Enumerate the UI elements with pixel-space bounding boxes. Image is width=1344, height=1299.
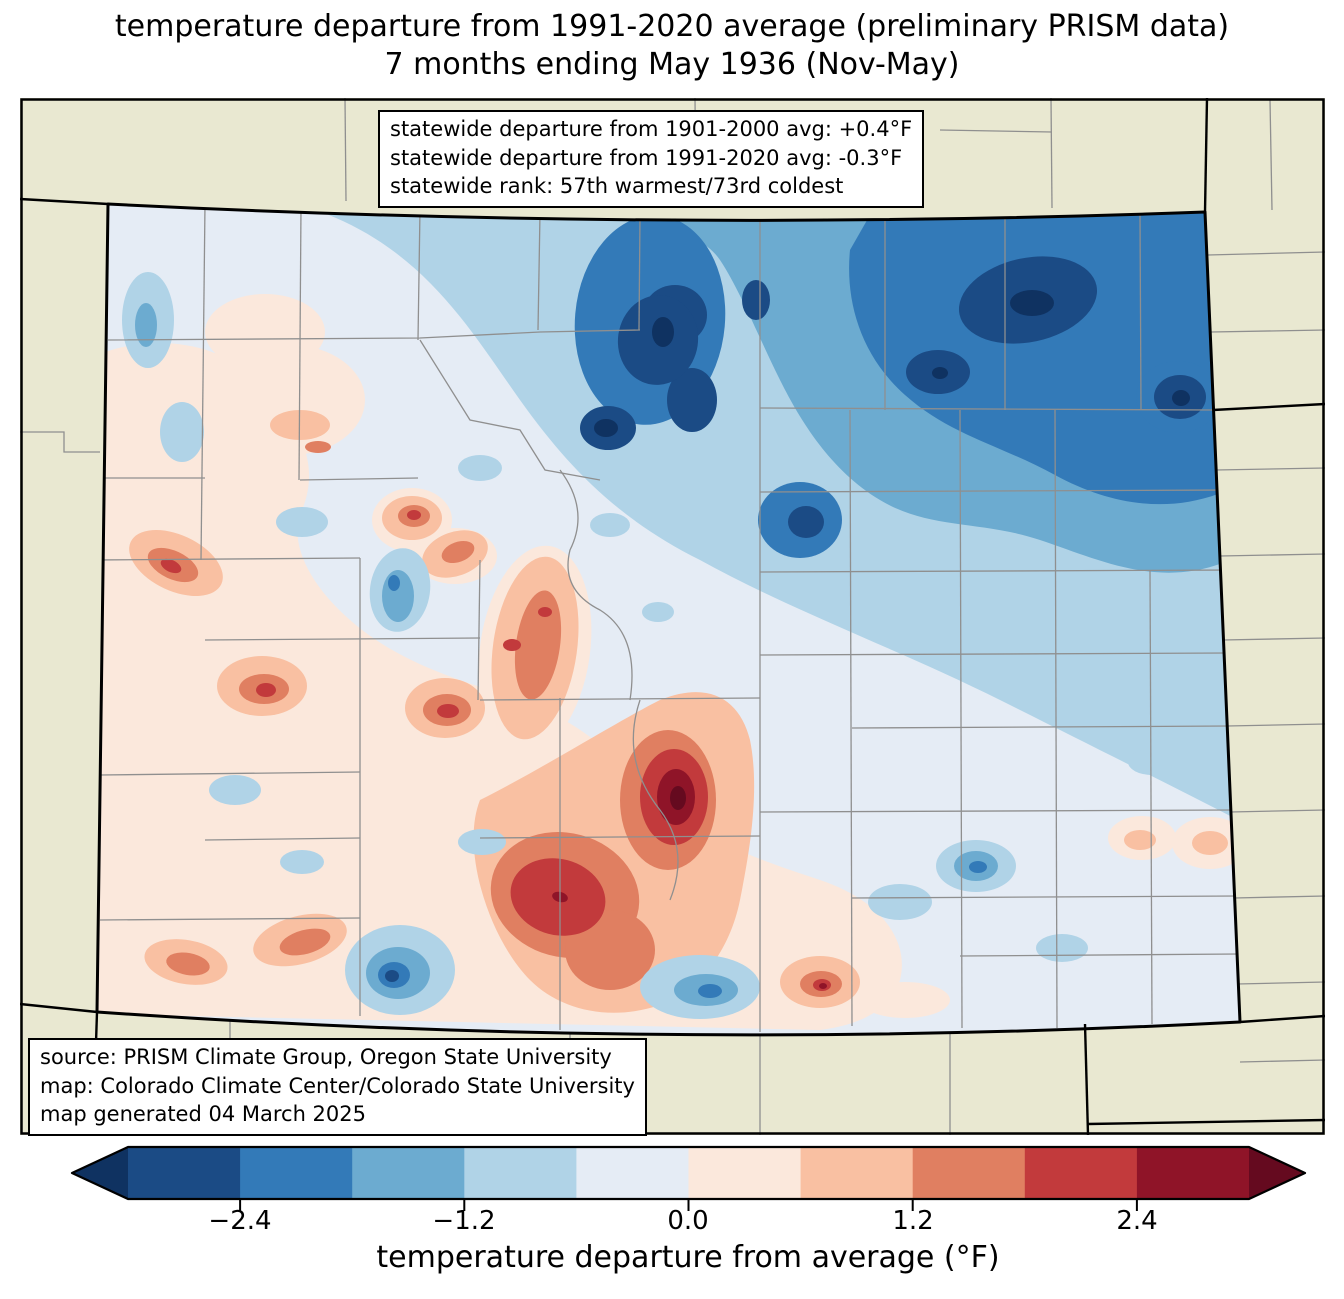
- source-credit-box: source: PRISM Climate Group, Oregon Stat…: [28, 1038, 647, 1136]
- anomaly-field: [97, 204, 1240, 1035]
- title-line-2: 7 months ending May 1936 (Nov-May): [384, 47, 960, 82]
- colorbar-bands: [72, 1147, 1305, 1199]
- statewide-stats-box: statewide departure from 1901-2000 avg: …: [378, 110, 925, 208]
- county-lines-colorado: [97, 204, 1240, 1032]
- colorado-anomaly-map: [20, 98, 1325, 1135]
- source-line-3: map generated 04 March 2025: [40, 1102, 367, 1126]
- local-cold-pockets: [122, 272, 1176, 1019]
- colorbar: [70, 1145, 1307, 1211]
- colorbar-outline: [70, 1145, 1307, 1201]
- source-line-2: map: Colorado Climate Center/Colorado St…: [40, 1073, 635, 1098]
- stats-line-1: statewide departure from 1901-2000 avg: …: [390, 117, 913, 141]
- stats-line-2: statewide departure from 1991-2020 avg: …: [390, 145, 903, 170]
- source-line-1: source: PRISM Climate Group, Oregon Stat…: [40, 1045, 612, 1069]
- colorbar-axis-label: temperature departure from average (°F): [376, 1240, 1000, 1275]
- colorbar-ticks: [239, 1199, 1138, 1211]
- title-line-1: temperature departure from 1991-2020 ave…: [114, 9, 1230, 44]
- colorado-state-border: [95, 202, 1242, 1037]
- county-lines-outside: [20, 98, 1325, 1135]
- map-area: [20, 98, 1325, 1135]
- cold-anomaly-region: [300, 205, 1238, 820]
- stats-line-3: statewide rank: 57th warmest/73rd coldes…: [390, 174, 844, 198]
- figure-title: temperature departure from 1991-2020 ave…: [0, 8, 1344, 84]
- map-frame: [20, 98, 1325, 1135]
- colorbar-over-arrow: [1249, 1147, 1305, 1199]
- colorbar-under-arrow: [72, 1147, 128, 1199]
